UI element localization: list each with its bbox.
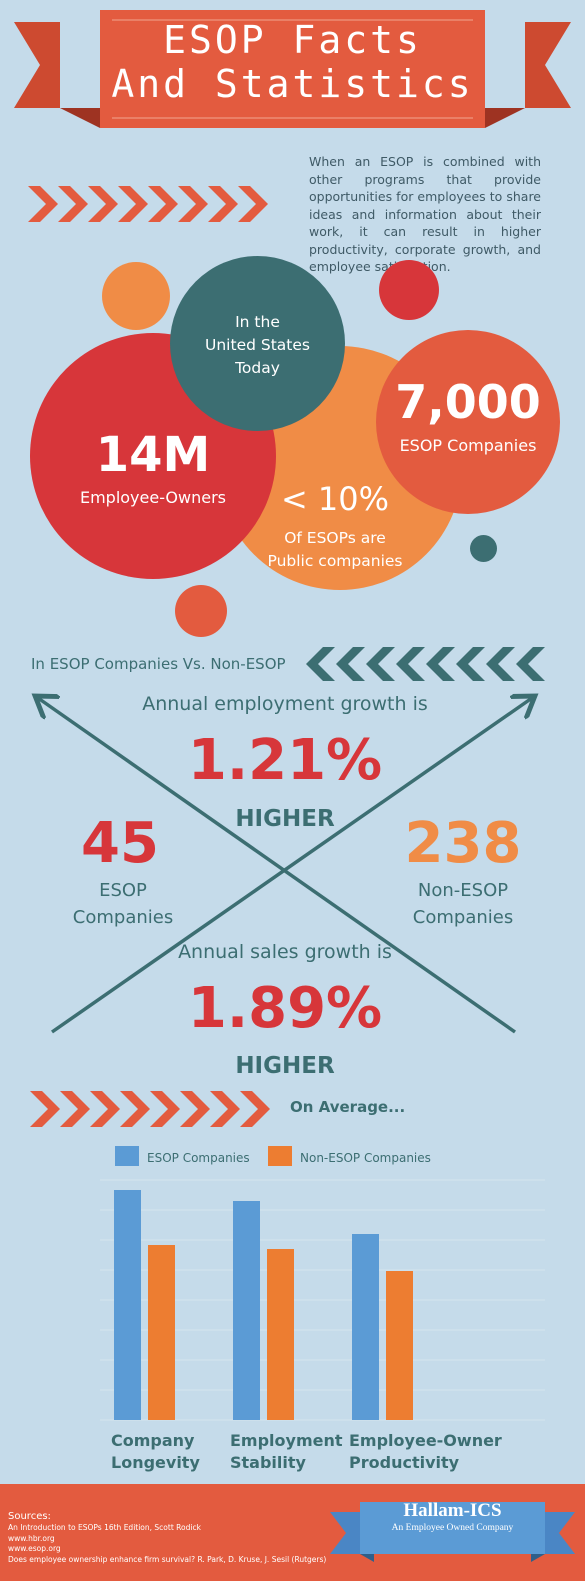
legend-label: Non-ESOP Companies (300, 1151, 431, 1165)
employment-growth-intro: Annual employment growth is (142, 693, 428, 715)
legend-swatch (115, 1146, 139, 1166)
esop-count: 45 (81, 811, 159, 876)
chevron-arrows-left-icon (306, 647, 545, 681)
bar (148, 1245, 175, 1420)
category-label-line: Stability (230, 1453, 306, 1472)
non-esop-label-line2: Companies (412, 907, 514, 928)
page-title-line2: And Statistics (111, 62, 474, 106)
legend-swatch (268, 1146, 292, 1166)
logo-tagline: An Employee Owned Company (391, 1523, 514, 1533)
us-line2: United States (205, 336, 310, 354)
source-item: Does employee ownership enhance firm sur… (8, 1554, 327, 1564)
bar-chart: ESOP Companies Non-ESOP Companies (100, 1146, 545, 1421)
company-logo (330, 1502, 575, 1562)
chevron-arrows-right-icon (30, 1091, 270, 1127)
title-ribbon (14, 10, 571, 128)
employment-higher: HIGHER (235, 806, 335, 832)
sources-title: Sources: (8, 1511, 51, 1522)
page-title-line1: ESOP Facts (163, 18, 422, 62)
companies-circle (376, 330, 560, 514)
public-line2: Public companies (267, 552, 403, 570)
category-label-line: Longevity (111, 1453, 200, 1472)
esop-label-line2: Companies (72, 907, 174, 928)
sales-growth-value: 1.89% (187, 976, 383, 1041)
employees-value: 14M (95, 427, 211, 483)
comparison-heading: In ESOP Companies Vs. Non-ESOP (31, 655, 286, 673)
bar (114, 1190, 141, 1420)
category-label: Employment Stability (230, 1430, 343, 1474)
source-item: www.esop.org (8, 1544, 61, 1553)
teal-circle (170, 256, 345, 431)
category-label: Company Longevity (111, 1430, 200, 1474)
logo-name: Hallam-ICS (403, 1500, 502, 1521)
cross-arrows (0, 0, 585, 1034)
employees-label: Employee-Owners (79, 488, 227, 507)
employment-growth-value: 1.21% (187, 728, 383, 793)
us-line1: In the (235, 313, 280, 331)
intro-paragraph: When an ESOP is combined with other prog… (309, 154, 541, 274)
companies-label: ESOP Companies (399, 436, 537, 455)
sales-higher: HIGHER (235, 1053, 335, 1079)
companies-value: 7,000 (395, 375, 541, 429)
decor-circle (175, 585, 227, 637)
category-label-line: Employment (230, 1431, 343, 1450)
category-label-line: Company (111, 1431, 195, 1450)
decor-circle (379, 260, 439, 320)
bar (233, 1201, 260, 1420)
us-line3: Today (235, 359, 280, 377)
chevron-arrows-right-icon (28, 186, 268, 222)
sources-block: Sources: An Introduction to ESOPs 16th E… (8, 1510, 326, 1565)
legend-label: ESOP Companies (147, 1151, 250, 1165)
bar (386, 1271, 413, 1420)
source-item: www.hbr.org (8, 1533, 55, 1543)
decor-circle (102, 262, 170, 330)
bar (352, 1234, 379, 1420)
public-value: < 10% (280, 480, 390, 518)
sales-growth-intro: Annual sales growth is (178, 941, 392, 963)
non-esop-count: 238 (404, 811, 522, 876)
category-label: Employee-Owner Productivity (349, 1430, 502, 1474)
category-label-line: Employee-Owner (349, 1431, 502, 1450)
decor-circle (470, 535, 497, 562)
esop-label-line1: ESOP (99, 880, 147, 901)
bar (267, 1249, 294, 1420)
non-esop-label-line1: Non-ESOP (417, 880, 509, 901)
public-line1: Of ESOPs are (284, 529, 386, 547)
source-item: An Introduction to ESOPs 16th Edition, S… (8, 1523, 201, 1532)
average-heading: On Average... (290, 1098, 406, 1116)
category-label-line: Productivity (349, 1453, 460, 1472)
